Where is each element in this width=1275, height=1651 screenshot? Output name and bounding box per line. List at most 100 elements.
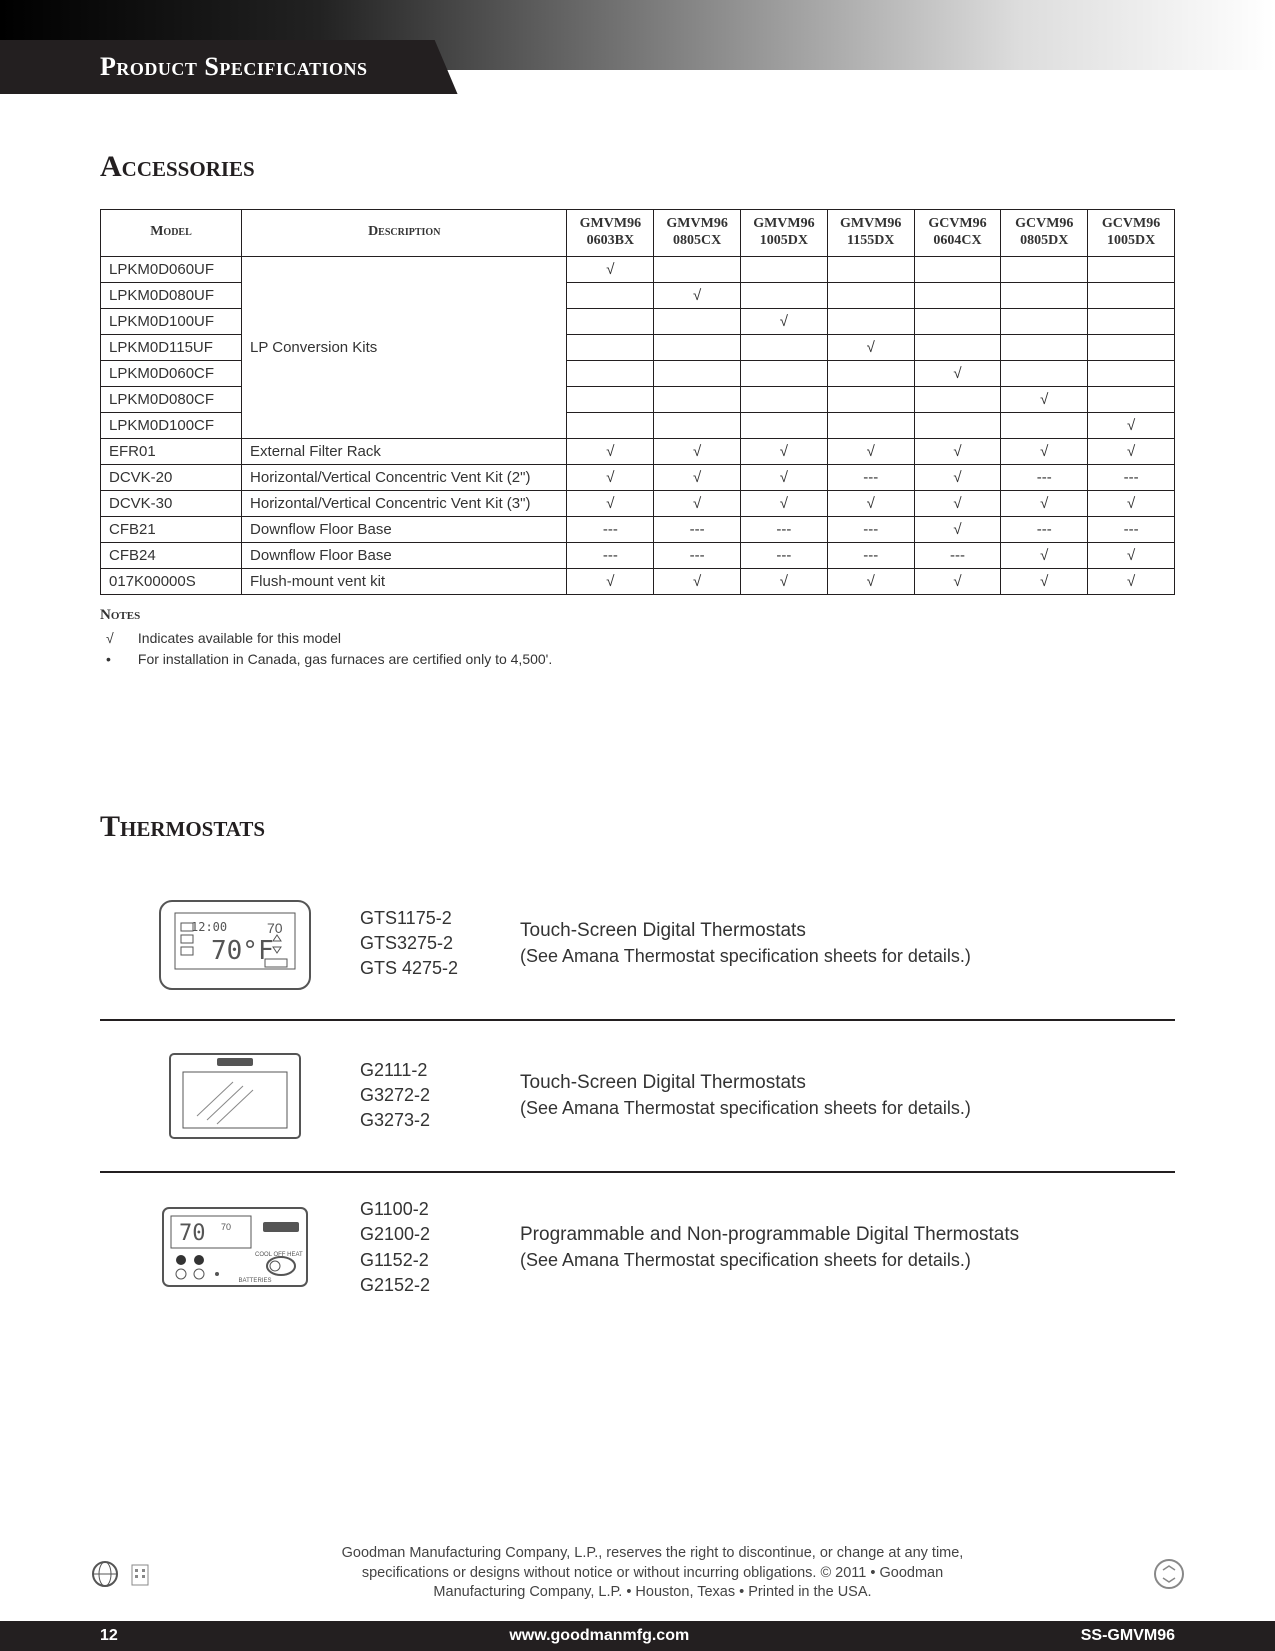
th-col-1: GMVM960805CX [654, 210, 741, 257]
thermostat-description: Programmable and Non-programmable Digita… [520, 1222, 1019, 1274]
thermostat-desc-title: Programmable and Non-programmable Digita… [520, 1222, 1019, 1249]
cell-mark [914, 282, 1001, 308]
cell-mark [567, 334, 654, 360]
cert-icons-left [90, 1559, 152, 1589]
th-col-6: GCVM961005DX [1088, 210, 1175, 257]
thermo-touch-icon [150, 1041, 320, 1151]
cell-mark: --- [741, 542, 828, 568]
doc-code: SS-GMVM96 [1081, 1627, 1175, 1645]
cell-mark [914, 334, 1001, 360]
cell-mark: --- [567, 542, 654, 568]
cell-mark: √ [741, 438, 828, 464]
cell-mark [654, 308, 741, 334]
cell-mark [567, 360, 654, 386]
svg-text:COOL OFF HEAT: COOL OFF HEAT [255, 1252, 303, 1258]
table-row: 017K00000SFlush-mount vent kit√√√√√√√ [101, 568, 1175, 594]
cell-model: LPKM0D080UF [101, 282, 242, 308]
cell-mark: √ [1001, 438, 1088, 464]
cell-mark: √ [654, 490, 741, 516]
cell-mark: √ [827, 334, 914, 360]
cell-mark [1001, 334, 1088, 360]
table-row: DCVK-20Horizontal/Vertical Concentric Ve… [101, 464, 1175, 490]
cell-mark: √ [1088, 438, 1175, 464]
cert-icons-right [1153, 1558, 1185, 1590]
cell-mark [1088, 386, 1175, 412]
cell-mark [1088, 282, 1175, 308]
thermostat-models: GTS1175-2GTS3275-2GTS 4275-2 [360, 906, 480, 982]
cell-mark: √ [1001, 386, 1088, 412]
cell-mark: √ [914, 516, 1001, 542]
cell-mark [741, 360, 828, 386]
thermostat-models: G2111-2G3272-2G3273-2 [360, 1058, 480, 1134]
accessories-title: Accessories [100, 150, 1175, 184]
thermostat-row: 7070COOL OFF HEATBATTERIESG1100-2G2100-2… [100, 1173, 1175, 1323]
svg-text:12:00: 12:00 [191, 920, 227, 934]
cell-mark [741, 386, 828, 412]
th-col-4: GCVM960604CX [914, 210, 1001, 257]
cell-mark: √ [1088, 568, 1175, 594]
thermostats-title: Thermostats [100, 810, 1175, 844]
thermostat-model-item: G2152-2 [360, 1273, 480, 1298]
note-text-2: For installation in Canada, gas furnaces… [138, 651, 552, 667]
cell-mark [827, 308, 914, 334]
cell-description: Horizontal/Vertical Concentric Vent Kit … [242, 490, 567, 516]
cell-mark [567, 282, 654, 308]
thermostat-model-item: G1100-2 [360, 1197, 480, 1222]
cell-mark: √ [654, 568, 741, 594]
th-col-2: GMVM961005DX [741, 210, 828, 257]
cell-model: DCVK-30 [101, 490, 242, 516]
th-col-3: GMVM961155DX [827, 210, 914, 257]
footer-url: www.goodmanmfg.com [509, 1627, 689, 1645]
footer-bar: 12 www.goodmanmfg.com SS-GMVM96 [0, 1621, 1275, 1651]
cell-mark [914, 308, 1001, 334]
cell-model: CFB21 [101, 516, 242, 542]
table-row: EFR01External Filter Rack√√√√√√√ [101, 438, 1175, 464]
accessories-table-body: LPKM0D060UFLP Conversion Kits√LPKM0D080U… [101, 256, 1175, 594]
cell-model: EFR01 [101, 438, 242, 464]
cell-mark: √ [914, 360, 1001, 386]
th-description: Description [242, 210, 567, 257]
thermostat-model-item: G2100-2 [360, 1222, 480, 1247]
cell-mark: √ [827, 490, 914, 516]
cell-description: Downflow Floor Base [242, 542, 567, 568]
cell-mark [1088, 334, 1175, 360]
cell-description: Horizontal/Vertical Concentric Vent Kit … [242, 464, 567, 490]
cell-model: 017K00000S [101, 568, 242, 594]
table-row: LPKM0D060UFLP Conversion Kits√ [101, 256, 1175, 282]
cell-mark: --- [654, 516, 741, 542]
cell-mark [567, 412, 654, 438]
note-symbol-bullet: • [106, 649, 134, 670]
thermostat-description: Touch-Screen Digital Thermostats(See Ama… [520, 1070, 971, 1122]
svg-text:70: 70 [179, 1221, 206, 1246]
cell-mark [1001, 308, 1088, 334]
cell-mark [827, 412, 914, 438]
thermostats-section: Thermostats 12:0070°F70GTS1175-2GTS3275-… [100, 810, 1175, 1323]
th-col-5: GCVM960805DX [1001, 210, 1088, 257]
cell-mark: √ [654, 464, 741, 490]
cell-model: LPKM0D100CF [101, 412, 242, 438]
cell-mark [1001, 282, 1088, 308]
cell-mark [1001, 256, 1088, 282]
cell-mark [827, 360, 914, 386]
thermostat-model-item: GTS1175-2 [360, 906, 480, 931]
cell-mark: --- [1088, 516, 1175, 542]
thermostat-model-item: G3272-2 [360, 1083, 480, 1108]
cell-mark: √ [567, 438, 654, 464]
cell-model: LPKM0D060UF [101, 256, 242, 282]
th-model: Model [101, 210, 242, 257]
thermostat-model-item: G1152-2 [360, 1248, 480, 1273]
cell-mark [654, 412, 741, 438]
cell-model: DCVK-20 [101, 464, 242, 490]
thermostat-row: 12:0070°F70GTS1175-2GTS3275-2GTS 4275-2T… [100, 869, 1175, 1021]
cell-mark: √ [1001, 542, 1088, 568]
cell-mark: --- [741, 516, 828, 542]
cell-model: LPKM0D060CF [101, 360, 242, 386]
thermo-prog-icon: 7070COOL OFF HEATBATTERIES [150, 1193, 320, 1303]
cell-mark [654, 334, 741, 360]
thermostat-model-item: G2111-2 [360, 1058, 480, 1083]
recycle-icon [1153, 1558, 1185, 1590]
cell-mark: --- [1001, 516, 1088, 542]
svg-text:70: 70 [267, 920, 283, 936]
cell-mark: √ [1088, 412, 1175, 438]
cell-mark: --- [914, 542, 1001, 568]
